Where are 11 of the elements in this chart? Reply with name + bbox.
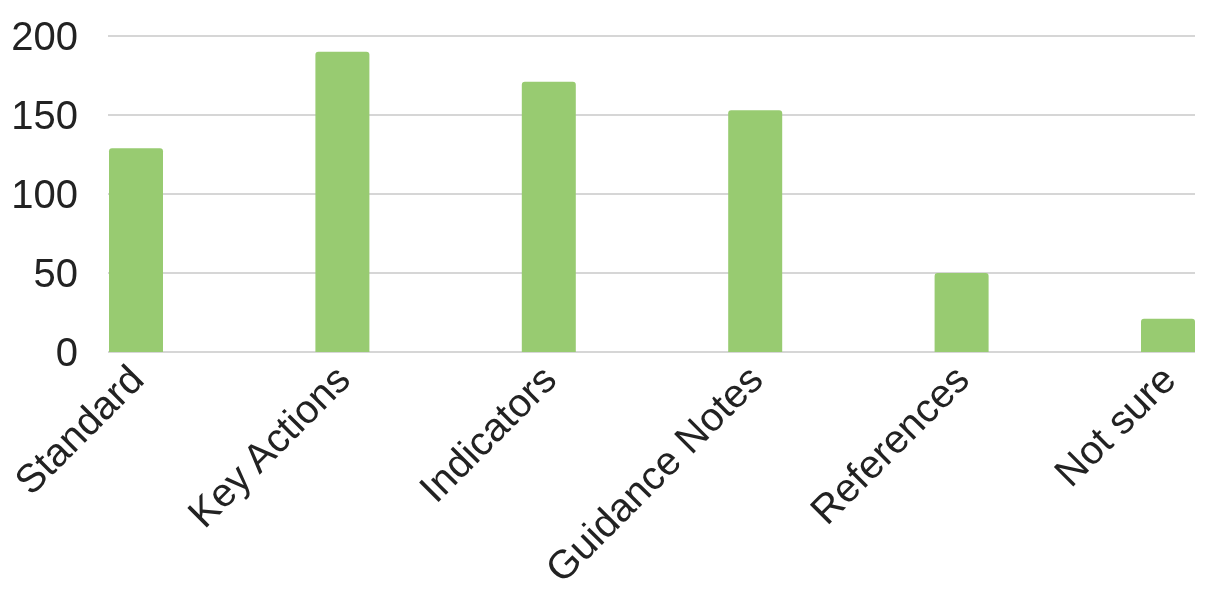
- bar: [934, 273, 989, 352]
- y-tick-label: 100: [11, 172, 78, 216]
- y-tick-label: 150: [11, 93, 78, 137]
- x-tick-label: Not sure: [1045, 356, 1184, 495]
- bar: [315, 51, 370, 352]
- bar: [728, 110, 783, 352]
- y-tick-label: 200: [11, 14, 78, 58]
- bar: [1141, 318, 1195, 352]
- bar: [521, 81, 576, 352]
- y-tick-label: 50: [33, 251, 78, 295]
- bar: [109, 148, 163, 352]
